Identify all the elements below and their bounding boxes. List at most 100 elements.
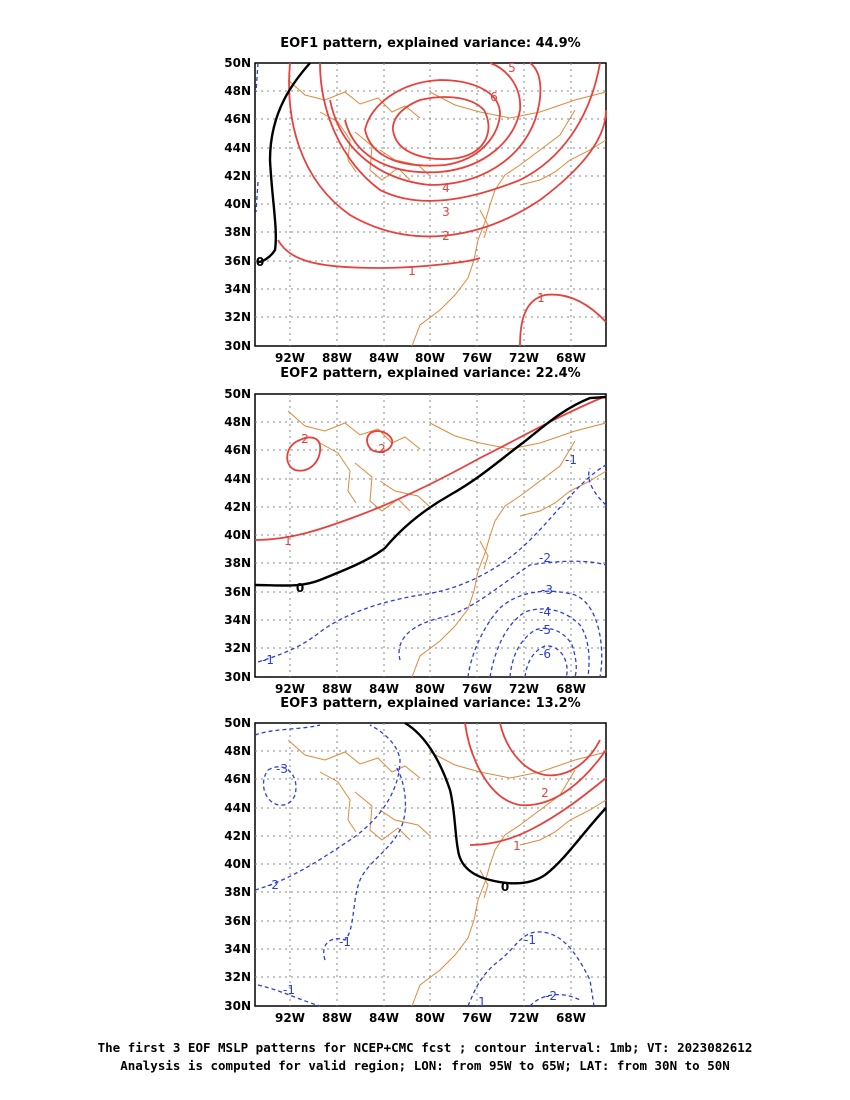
panel-2-lat-34n: 34N [224,613,251,627]
panel-2-label-0: 0 [296,581,304,595]
panel-2-lat-50n: 50N [224,387,251,401]
panel-1-lon-92w: 92W [275,351,305,365]
panel-3-label-neg3: -3 [276,762,288,776]
panel-2-lat-labels: 50N 48N 46N 44N 42N 40N 38N 36N 34N 32N … [224,387,251,684]
panel-3-lat-44n: 44N [224,801,251,815]
caption-line-2: Analysis is computed for valid region; L… [120,1058,730,1073]
panel-3-lat-48n: 48N [224,744,251,758]
panel-1-title: EOF1 pattern, explained variance: 44.9% [280,36,581,51]
panel-1-frame [254,62,607,347]
panel-3-lat-36n: 36N [224,914,251,928]
panel-3-lat-38n: 38N [224,885,251,899]
panel-3-lat-34n: 34N [224,942,251,956]
panel-1-lat-50n: 50N [224,56,251,70]
panel-2-lat-46n: 46N [224,443,251,457]
panel-3-lon-labels: 92W 88W 84W 80W 76W 72W 68W [275,1011,586,1025]
panel-1-label-1b: 1 [537,291,545,305]
panel-1-lat-34n: 34N [224,282,251,296]
panel-2-zero-contour [254,395,607,587]
caption-line-1: The first 3 EOF MSLP patterns for NCEP+C… [97,1040,753,1055]
panel-1-label-3: 3 [442,205,450,219]
panel-2-label-neg1a: -1 [565,453,577,467]
panel-2-lon-92w: 92W [275,682,305,696]
panel-2-label-2a: 2 [301,432,309,446]
panel-1-lat-30n: 30N [224,339,251,353]
panel-2-lon-80w: 80W [415,682,445,696]
panel-3-lat-32n: 32N [224,970,251,984]
panel-3-frame [254,722,607,1007]
panel-2-label-1: 1 [284,534,292,548]
panel-2-lon-88w: 88W [322,682,352,696]
panel-3-lat-50n: 50N [224,716,251,730]
panel-1-lon-84w: 84W [369,351,399,365]
panel-3-positive-contours [464,722,607,846]
panel-3-lat-30n: 30N [224,999,251,1013]
panel-2-label-neg3: -3 [541,583,553,597]
panel-2-title: EOF2 pattern, explained variance: 22.4% [280,366,581,381]
panel-3-lon-88w: 88W [322,1011,352,1025]
panel-3-label-2: 2 [541,786,549,800]
panel-1-grid [255,63,606,346]
panel-1-coastlines [287,79,607,347]
panel-2-lat-40n: 40N [224,528,251,542]
panel-3-lat-46n: 46N [224,772,251,786]
panel-3-zero-contour [404,721,607,885]
panel-3-label-0: 0 [501,880,509,894]
panel-3-label-neg1c: -1 [283,983,295,997]
panel-2-label-2b: 2 [378,442,386,456]
panel-3-lon-76w: 76W [462,1011,492,1025]
panel-1-lat-42n: 42N [224,169,251,183]
panel-1-lon-72w: 72W [509,351,539,365]
panel-1-lat-32n: 32N [224,310,251,324]
panel-3-label-neg2a: -2 [267,878,279,892]
panel-1-label-6: 6 [490,90,498,104]
panel-2-frame [254,393,607,678]
panel-1-contour-labels: 5 6 4 3 2 1 1 0 [256,61,545,305]
panel-3-lat-42n: 42N [224,829,251,843]
panel-1-lat-40n: 40N [224,197,251,211]
panel-1-label-4: 4 [442,181,450,195]
panel-2-lat-42n: 42N [224,500,251,514]
panel-3-label-neg2b: -2 [545,989,557,1003]
panel-1-lat-labels: 50N 48N 46N 44N 42N 40N 38N 36N 34N 32N … [224,56,251,353]
panel-3-label-1-blue: 1 [478,995,486,1009]
panel-2-lat-38n: 38N [224,556,251,570]
panel-3-grid [255,723,606,1006]
panel-2-lon-68w: 68W [556,682,586,696]
panel-1-lat-38n: 38N [224,225,251,239]
panel-1-lat-44n: 44N [224,141,251,155]
panel-2-lat-32n: 32N [224,641,251,655]
panel-3-lon-72w: 72W [509,1011,539,1025]
panel-3-label-1: 1 [513,839,521,853]
panel-1-lon-88w: 88W [322,351,352,365]
panel-1-label-1a: 1 [408,264,416,278]
panel-3-contour-labels: 2 1 0 -3 -2 -1 -1 -1 -2 1 [267,762,557,1009]
panel-2-label-neg1b: -1 [262,653,274,667]
panel-1-negative-contours [255,62,259,213]
panel-1-lon-76w: 76W [462,351,492,365]
panel-3-negative-contours [254,724,595,1007]
panel-1-lon-labels: 92W 88W 84W 80W 76W 72W 68W [275,351,586,365]
panel-2-lat-44n: 44N [224,472,251,486]
panel-1-lat-46n: 46N [224,112,251,126]
panel-1-label-2: 2 [442,229,450,243]
panel-2-grid [255,394,606,677]
panel-1-label-5: 5 [508,61,516,75]
panel-2-lat-36n: 36N [224,585,251,599]
panel-2-lon-labels: 92W 88W 84W 80W 76W 72W 68W [275,682,586,696]
panel-3-label-neg1a: -1 [339,935,351,949]
panel-3-label-neg1b: -1 [524,933,536,947]
panel-1-positive-contours [277,62,607,347]
panel-1-lat-36n: 36N [224,254,251,268]
panel-1-lon-68w: 68W [556,351,586,365]
panel-2-lon-72w: 72W [509,682,539,696]
panel-2-coastlines [287,410,607,678]
panel-3-lon-68w: 68W [556,1011,586,1025]
panel-2-lon-84w: 84W [369,682,399,696]
panel-2-lat-48n: 48N [224,415,251,429]
panel-2-label-neg5: -5 [539,623,551,637]
panel-3-title: EOF3 pattern, explained variance: 13.2% [280,696,581,711]
panel-1-zero-contour [257,62,311,264]
panel-3-coastlines [287,739,607,1007]
